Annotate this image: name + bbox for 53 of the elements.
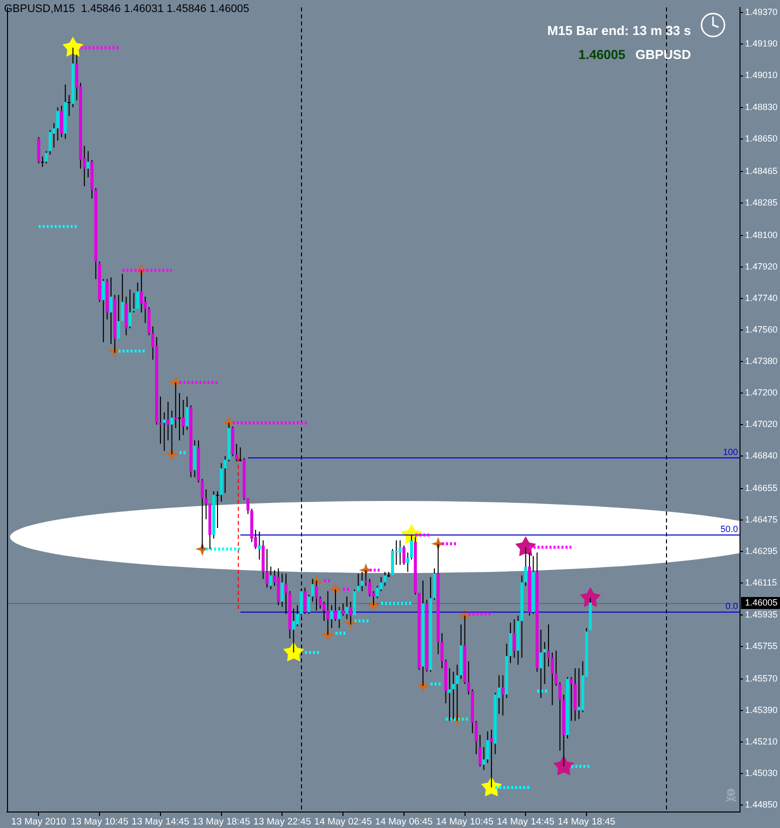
y-tick-label: 1.45570 [745,673,778,684]
annotation: 1.46005 [578,47,626,62]
y-tick-label: 1.47380 [745,356,778,366]
y-tick-label: 1.45210 [745,736,778,746]
x-tick-label: 13 May 14:45 [132,816,190,828]
y-tick-label: 1.47020 [745,419,778,430]
y-tick-label: 1.47920 [745,261,778,272]
x-tick-label: 13 May 10:45 [70,816,128,828]
series-label: 0.0 [725,601,738,612]
y-tick-label: 1.49370 [745,7,778,18]
candlestick [174,382,178,428]
series-label: 100 [722,446,738,457]
y-tick-label: 1.45935 [745,609,778,620]
y-tick-label: 1.48100 [745,230,778,240]
candlestick [577,668,580,720]
y-tick-label: 1.45755 [745,640,778,651]
annotation: M15 Bar end: 13 m 33 s [547,22,691,40]
candlestick [41,156,44,167]
y-tick-label: 1.45390 [745,704,778,715]
ref-line-label: 1.46005 [745,597,778,608]
series-label: 50.0 [720,524,738,534]
x-tick-label: 14 May 14:45 [496,816,554,828]
y-tick-label: 1.46115 [745,578,777,588]
x-tick-label: 13 May 2010 [11,816,66,828]
candlestick [490,730,493,788]
y-tick-label: 1.49190 [745,38,778,49]
chart-title: GBPUSD,M15 1.45846 1.46031 1.45846 1.46005 [4,3,250,16]
x-tick-label: 14 May 10:45 [436,816,494,828]
x-tick-label: 14 May 02:45 [314,816,372,828]
y-tick-label: 1.47560 [745,324,778,334]
y-tick-label: 1.47740 [745,292,778,303]
y-tick-label: 1.46840 [745,450,778,461]
annotation: GBPUSD [635,47,691,62]
y-tick-label: 1.45030 [745,768,778,778]
candlestick [68,95,71,116]
candlestick [216,491,220,528]
y-tick-label: 1.44850 [745,799,778,810]
x-tick-label: 13 May 22:45 [253,816,311,828]
x-tick-label: 14 May 18:45 [558,816,616,828]
y-tick-label: 1.46475 [745,514,778,525]
candlestick [238,447,242,462]
x-tick-label: 14 May 06:45 [375,816,433,828]
candlestick [178,393,181,440]
y-tick-label: 1.46295 [745,546,778,556]
y-tick-label: 1.48465 [745,166,778,176]
candlestick [162,412,166,451]
y-tick-label: 1.46655 [745,483,778,494]
y-tick-label: 1.47200 [745,388,778,398]
y-tick-label: 1.49010 [745,70,778,80]
y-tick-label: 1.48650 [745,133,778,144]
y-tick-label: 1.48285 [745,197,778,208]
x-tick-label: 13 May 18:45 [192,816,250,828]
y-tick-label: 1.48830 [745,102,778,112]
